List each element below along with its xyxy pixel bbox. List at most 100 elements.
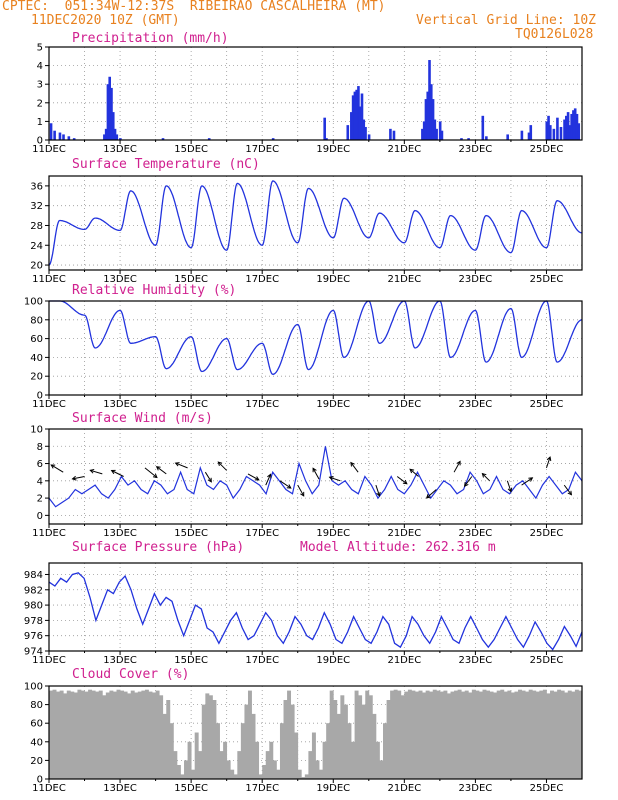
wind-arrow [375,484,380,497]
cloud-bar [198,751,203,779]
x-tick-label: 19DEC [316,274,350,285]
x-tick-label: 19DEC [316,655,350,666]
cloud-bar [88,689,93,779]
precip-bar [106,84,110,140]
cloud-bar [557,689,562,779]
x-tick-label: 17DEC [245,655,279,666]
cloud-bar [383,723,387,779]
cloud-bar [258,774,263,779]
y-tick-label: 4 [37,476,43,487]
wind-arrow-head [71,475,77,481]
wind-arrow [426,489,437,499]
cloud-bar [144,689,149,779]
wind-arrow-head [89,469,95,474]
x-tick-label: 19DEC [316,144,350,155]
cloud-bar [567,690,572,779]
wind-arrow [545,456,551,469]
cloud-bar [560,690,565,779]
precip-bar [346,125,350,140]
cloud-bar [351,741,355,779]
wind-arrow [297,484,305,497]
wind-arrow [409,468,419,477]
precip-bar [566,112,570,140]
pressure-series [48,572,583,651]
cloud-bar [500,689,505,779]
y-tick-label: 60 [30,719,43,730]
y-tick-label: 0 [37,511,43,522]
cloud-bar [340,695,345,779]
y-tick-label: 2 [37,98,43,109]
cloud-bar [528,689,533,779]
cloud-bar [294,732,299,779]
precip-bar [426,91,430,140]
cloud-bar [333,700,338,779]
y-tick-label: 8 [37,442,43,453]
cloud-bar [109,690,114,779]
panel-title-1: Surface Temperature (nC) [72,157,260,172]
cloud-bar [120,690,125,779]
cloud-bar [73,692,78,779]
cloud-bar [532,690,537,779]
cloud-bar [432,689,437,779]
cloud-bar [347,723,352,779]
precip-bar [575,113,579,140]
cloud-bar [194,732,199,779]
cloud-bar [436,690,441,779]
x-tick-label: 21DEC [387,528,421,539]
cloud-bar [510,692,515,779]
precip-bar [568,125,572,140]
cloud-bar [404,691,409,779]
wind-arrow [204,471,212,483]
wind-arrow [247,473,260,481]
cloud-bar [315,760,320,779]
wind-arrow-head [456,460,461,466]
cloud-bar [70,691,75,779]
precip-bar [72,138,76,140]
panel-3 [45,428,583,528]
cloud-bar [105,692,110,779]
x-tick-label: 25DEC [530,399,564,410]
cloud-bar [411,690,416,779]
precip-bar [62,134,65,140]
cloud-bar [308,751,313,779]
wind-arrow-head [546,456,552,462]
precip-bar [481,115,485,140]
wind-arrow [217,461,228,471]
precip-bar [103,134,106,140]
cloud-bar [422,692,427,779]
x-tick-label: 25DEC [530,783,564,794]
panel-5 [45,685,583,783]
cloud-bar [201,704,206,779]
cloud-bar [52,689,57,779]
y-tick-label: 4 [37,61,43,72]
cloud-bar [247,690,252,779]
cloud-bar [365,690,370,779]
wind-arrow-head [207,477,212,483]
cloud-bar [571,691,576,779]
wind-arrow [111,470,124,477]
wind-arrow [312,468,320,480]
y-tick-label: 0 [37,775,43,786]
x-tick-label: 25DEC [530,528,564,539]
cloud-bar [443,690,448,779]
precip-bar [431,99,435,140]
cloud-bar [112,691,117,779]
x-tick-label: 15DEC [174,399,208,410]
wind-arrow [482,473,490,482]
precip-bar [435,128,438,140]
precip-bar [570,113,573,140]
cloud-bar [482,689,487,779]
y-tick-label: 974 [24,647,43,658]
cloud-bar [219,751,224,779]
cloud-bar [137,691,142,779]
wind-arrow-head [286,484,292,489]
precip-bar [460,138,463,140]
cloud-bar [272,760,277,779]
wind-arrow-head [300,491,305,497]
x-tick-label: 13DEC [103,783,137,794]
cloud-bar [450,691,455,779]
panel-border-0 [48,46,583,141]
wind-arrow-head [328,476,334,481]
cloud-bar [354,690,359,779]
y-tick-label: 36 [30,181,43,192]
